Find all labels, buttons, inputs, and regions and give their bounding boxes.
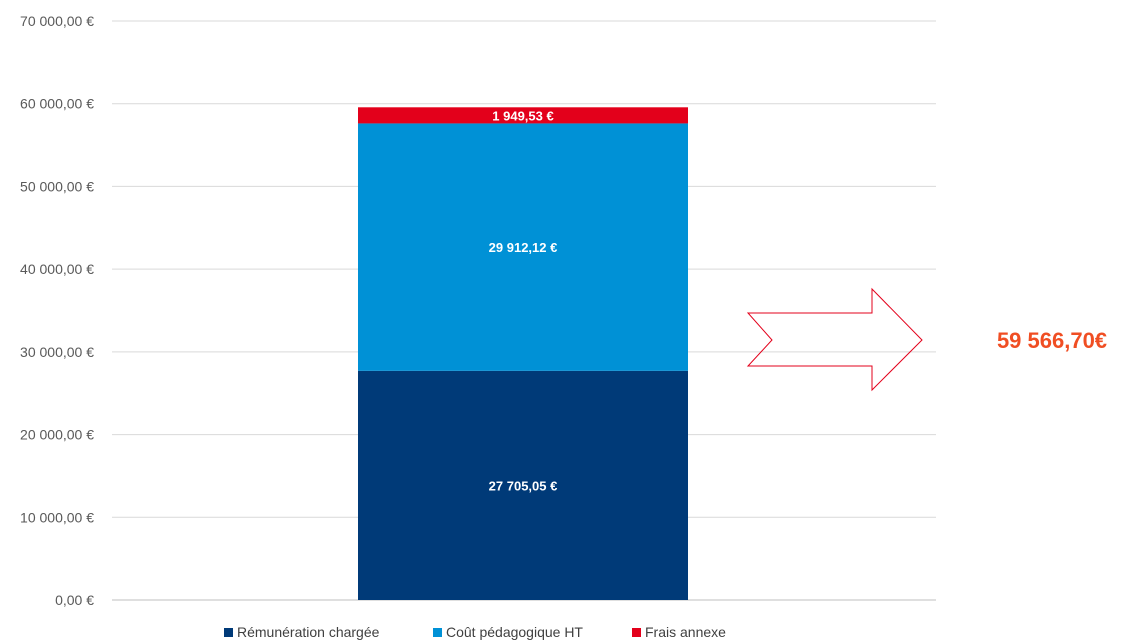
bar-data-labels: 27 705,05 € 29 912,12 € 1 949,53 € bbox=[489, 108, 558, 493]
y-tick-label: 70 000,00 € bbox=[20, 13, 94, 29]
bar-segment bbox=[358, 123, 688, 371]
legend-label: Frais annexe bbox=[645, 624, 726, 640]
data-label: 1 949,53 € bbox=[492, 108, 553, 123]
y-tick-label: 10 000,00 € bbox=[20, 509, 94, 525]
legend-swatch bbox=[224, 628, 233, 637]
bar-segment bbox=[358, 370, 688, 600]
bar-stack bbox=[358, 107, 688, 600]
y-axis: 0,00 € 10 000,00 € 20 000,00 € 30 000,00 € 4… bbox=[20, 13, 94, 608]
y-tick-label: 30 000,00 € bbox=[20, 344, 94, 360]
total-arrow bbox=[746, 287, 923, 392]
legend: Rémunération chargée Coût pédagogique HT F… bbox=[224, 624, 726, 640]
data-label: 29 912,12 € bbox=[489, 240, 558, 255]
y-tick-label: 0,00 € bbox=[55, 592, 94, 608]
legend-swatch bbox=[433, 628, 442, 637]
y-tick-label: 40 000,00 € bbox=[20, 261, 94, 277]
total-value: 59 566,70€ bbox=[997, 328, 1107, 353]
arrow-shape bbox=[746, 287, 923, 392]
data-label: 27 705,05 € bbox=[489, 478, 558, 493]
y-tick-label: 20 000,00 € bbox=[20, 427, 94, 443]
legend-label: Coût pédagogique HT bbox=[446, 624, 583, 640]
y-tick-label: 60 000,00 € bbox=[20, 96, 94, 112]
bar-segment bbox=[358, 107, 688, 124]
legend-swatch bbox=[632, 628, 641, 637]
legend-label: Rémunération chargée bbox=[237, 624, 380, 640]
y-tick-label: 50 000,00 € bbox=[20, 178, 94, 194]
